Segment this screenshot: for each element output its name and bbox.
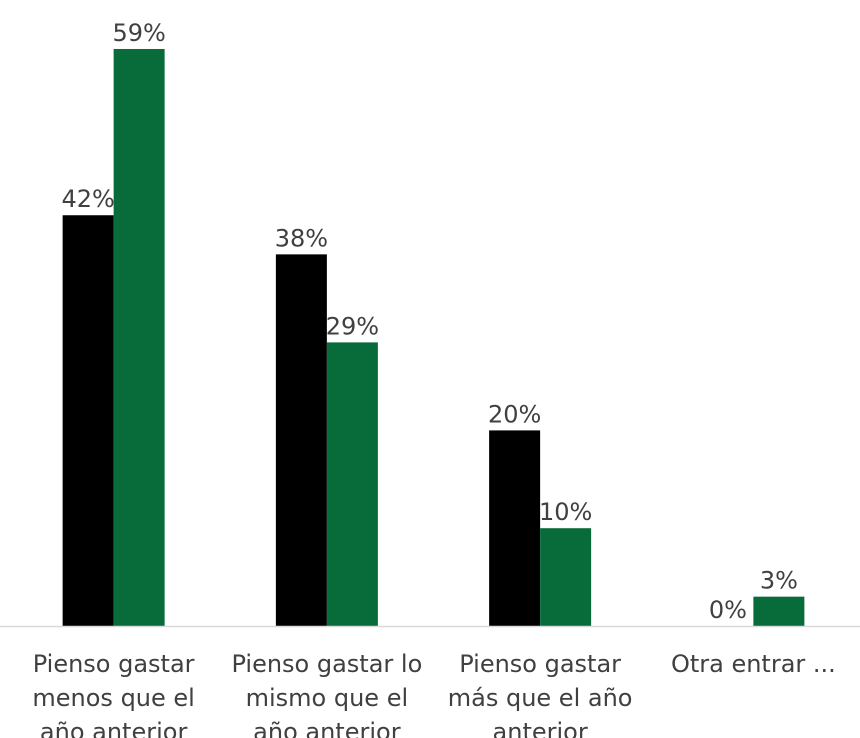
data-label-series2-cat1: 59% [112, 19, 165, 47]
bar-series2-cat2 [326, 342, 378, 626]
category-label-line: Pienso gastar [459, 650, 621, 678]
bar-series1-cat1 [62, 215, 114, 627]
bars-group [62, 48, 805, 627]
category-label-2: Pienso gastar lo mismo que el año anterior [231, 650, 422, 738]
data-label-series2-cat3: 10% [539, 498, 592, 526]
category-label-line: año anterior [40, 718, 188, 738]
category-label-1: Pienso gastar menos que el año anterior [32, 650, 194, 738]
category-label-line: más que el año [448, 684, 633, 712]
category-labels-group: Pienso gastar menos que el año anteriorPie… [32, 650, 835, 738]
data-label-series2-cat2: 29% [326, 312, 379, 340]
bar-series2-cat1 [113, 48, 165, 627]
category-label-3: Pienso gastar más que el año anterior [448, 650, 633, 738]
category-label-line: año anterior [253, 718, 401, 738]
category-label-line: Pienso gastar [33, 650, 195, 678]
data-label-series1-cat1: 42% [61, 185, 114, 213]
category-label-line: Otra entrar ... [671, 650, 836, 678]
category-label-line: menos que el [32, 684, 194, 712]
category-label-line: mismo que el [246, 684, 409, 712]
category-label-line: Pienso gastar lo [231, 650, 422, 678]
bar-series1-cat2 [275, 254, 327, 627]
data-label-series1-cat2: 38% [275, 224, 328, 252]
bar-series2-cat4 [753, 596, 805, 626]
data-labels-group: 42% 59% 38% 29% 20% 10% 0% 3% [61, 19, 797, 624]
category-label-line: anterior [493, 718, 588, 738]
data-label-series1-cat4: 0% [709, 596, 747, 624]
data-label-series2-cat4: 3% [760, 567, 798, 595]
data-label-series1-cat3: 20% [488, 400, 541, 428]
bar-series1-cat3 [489, 430, 541, 626]
bar-series2-cat3 [540, 528, 592, 626]
category-label-4: Otra entrar ... [671, 650, 836, 678]
